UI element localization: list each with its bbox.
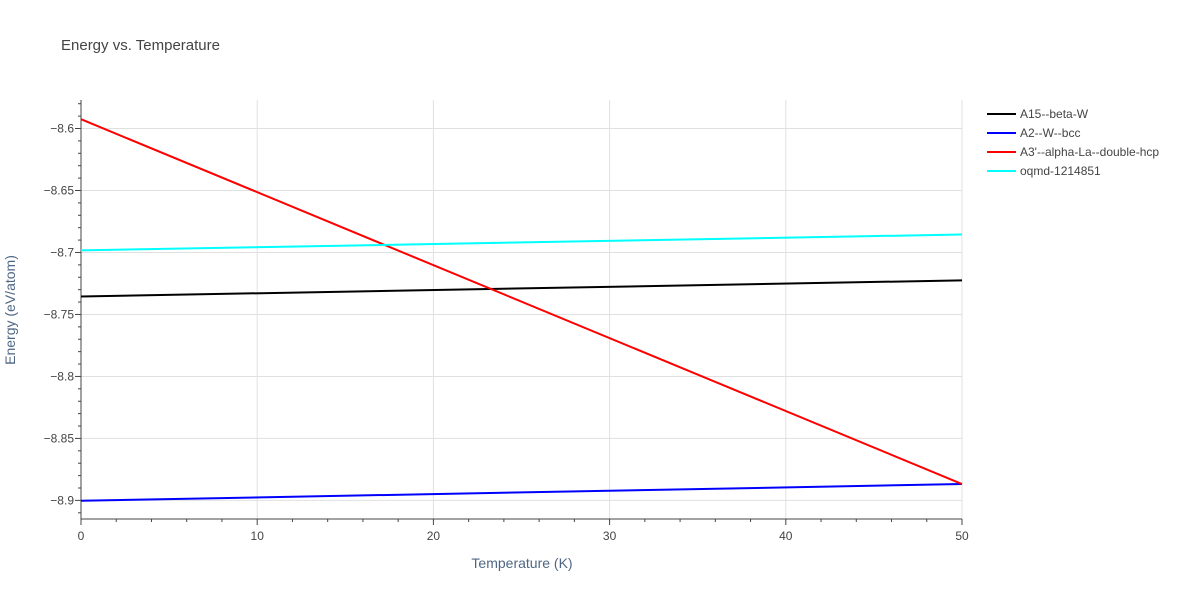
legend-label: A3'--alpha-La--double-hcp	[1020, 145, 1159, 159]
legend-label: oqmd-1214851	[1020, 164, 1101, 178]
legend[interactable]: A15--beta-W A2--W--bcc A3'--alpha-La--doub…	[987, 107, 1159, 178]
legend-label: A15--beta-W	[1020, 107, 1089, 121]
legend-item[interactable]: A15--beta-W	[987, 107, 1089, 121]
series-line	[80, 118, 963, 485]
series-line	[80, 483, 963, 502]
legend-label: A2--W--bcc	[1020, 126, 1080, 140]
y-tick-label: −8.65	[44, 183, 75, 197]
x-tick-label: 0	[78, 529, 85, 543]
series-line	[80, 279, 963, 298]
y-tick-label: −8.6	[50, 122, 74, 136]
x-tick-label: 10	[251, 529, 265, 543]
y-axis-title: Energy (eV/atom)	[2, 255, 18, 365]
x-axis-title: Temperature (K)	[471, 555, 572, 571]
x-tick-label: 40	[779, 529, 793, 543]
y-tick-label: −8.85	[44, 431, 75, 445]
x-tick-label: 20	[427, 529, 441, 543]
legend-item[interactable]: oqmd-1214851	[987, 164, 1101, 178]
x-tick-label: 50	[955, 529, 969, 543]
series-lines	[80, 118, 963, 502]
axes: 0 10 20 30 40 50 −8.9 −8.85 −8.8 −8.75 −8.7 −8.65 −8…	[44, 100, 969, 543]
legend-item[interactable]: A3'--alpha-La--double-hcp	[987, 145, 1159, 159]
series-line	[80, 233, 963, 252]
legend-item[interactable]: A2--W--bcc	[987, 126, 1080, 140]
grid	[81, 100, 963, 519]
y-tick-label: −8.8	[50, 369, 74, 383]
chart-title: Energy vs. Temperature	[61, 37, 220, 54]
y-tick-label: −8.9	[50, 493, 74, 507]
y-tick-label: −8.75	[44, 307, 75, 321]
x-tick-label: 30	[603, 529, 617, 543]
y-tick-label: −8.7	[50, 245, 74, 259]
